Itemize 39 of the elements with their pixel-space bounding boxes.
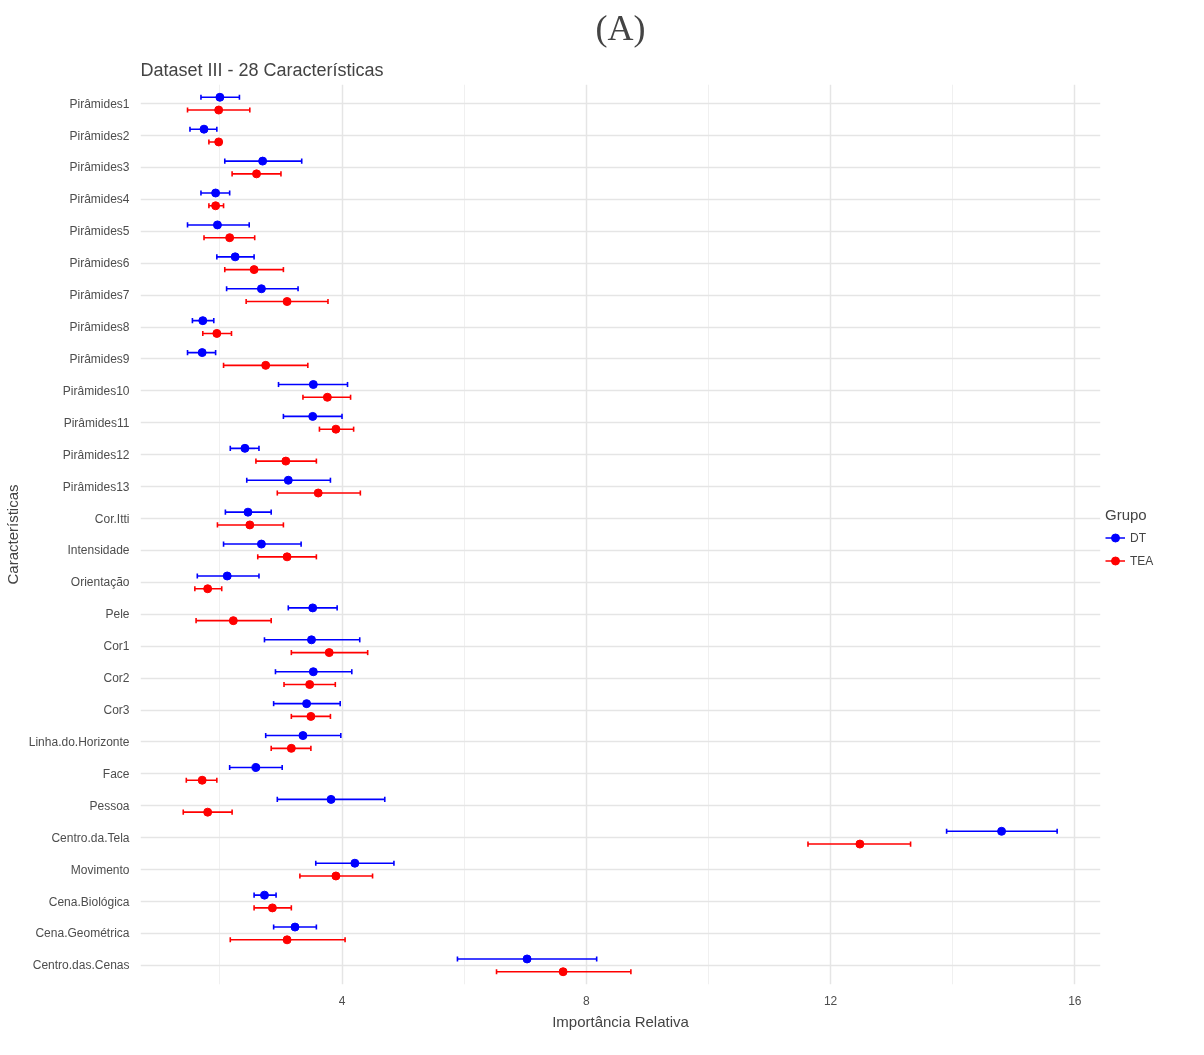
y-tick-label: Cor3: [103, 703, 130, 718]
y-tick-label: Pirâmides1: [69, 96, 130, 111]
legend-label: TEA: [1130, 553, 1154, 568]
y-tick-label: Linha.do.Horizonte: [28, 734, 130, 749]
y-tick-label: Pirâmides9: [69, 351, 130, 366]
chart-title: (A): [595, 7, 646, 48]
legend-label: DT: [1130, 530, 1147, 545]
y-tick-label: Pirâmides8: [69, 320, 130, 335]
y-tick-label: Cor.Itti: [94, 511, 130, 526]
y-tick-label: Pirâmides7: [69, 288, 130, 303]
y-tick-label: Pele: [105, 607, 130, 622]
y-tick-label: Pirâmides6: [69, 256, 130, 271]
y-tick-label: Pirâmides10: [62, 383, 130, 398]
x-tick-label: 16: [1068, 993, 1082, 1008]
legend-title: Grupo: [1105, 505, 1148, 523]
y-tick-label: Centro.da.Tela: [51, 830, 130, 845]
y-tick-label: Pirâmides5: [69, 224, 130, 239]
y-tick-label: Pirâmides11: [63, 415, 130, 430]
y-tick-label: Pirâmides12: [62, 447, 130, 462]
y-tick-label: Pirâmides13: [62, 479, 130, 494]
y-tick-label: Centro.das.Cenas: [32, 958, 130, 973]
y-tick-label: Cena.Geométrica: [35, 926, 130, 941]
x-tick-label: 12: [823, 993, 838, 1008]
y-tick-label: Pessoa: [89, 798, 130, 813]
y-tick-label: Pirâmides3: [69, 160, 130, 175]
chart-subtitle: Dataset III - 28 Características: [140, 59, 384, 80]
x-tick-label: 4: [338, 993, 346, 1008]
y-tick-label: Cena.Biológica: [48, 894, 130, 909]
y-tick-label: Pirâmides4: [69, 192, 130, 207]
y-tick-label: Cor2: [103, 671, 130, 686]
y-axis-title: Características: [3, 484, 21, 585]
y-tick-label: Pirâmides2: [69, 128, 130, 143]
y-tick-label: Face: [102, 766, 130, 781]
y-tick-label: Orientação: [70, 575, 130, 590]
x-axis-title: Importância Relativa: [552, 1012, 690, 1030]
y-tick-label: Cor1: [103, 639, 130, 654]
x-tick-label: 8: [582, 993, 590, 1008]
y-tick-label: Movimento: [70, 862, 130, 877]
y-tick-label: Intensidade: [67, 543, 130, 558]
